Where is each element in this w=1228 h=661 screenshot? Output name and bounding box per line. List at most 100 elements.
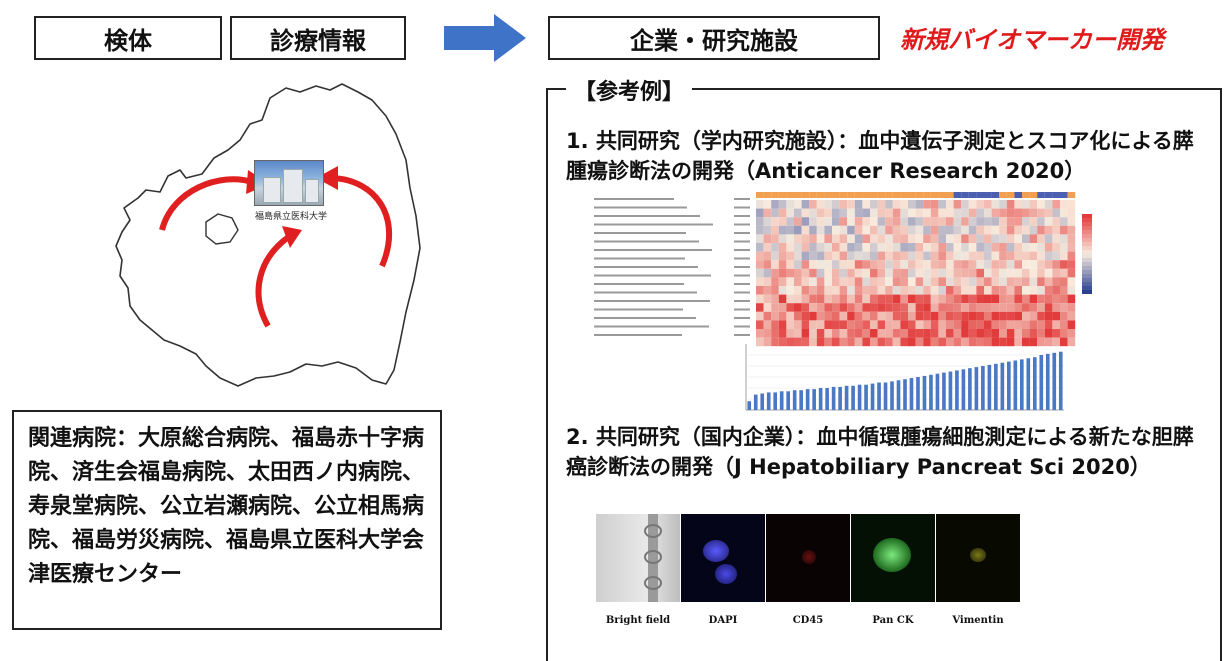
heatmap-cell: [832, 320, 840, 329]
heatmap-cell: [1037, 251, 1045, 261]
heatmap-cell: [1037, 243, 1045, 252]
heatmap-annotation-cell: [809, 192, 817, 198]
heatmap-annotation-cell: [908, 192, 916, 198]
legend-swatch: [1082, 262, 1092, 266]
heatmap-cell: [809, 225, 817, 235]
score-bar: [844, 385, 849, 410]
heatmap-cell: [854, 303, 863, 312]
accession-label-line: [734, 266, 750, 268]
heatmap-cell: [885, 268, 893, 278]
heatmap-cell: [999, 217, 1007, 226]
score-bar: [909, 378, 914, 410]
heatmap-cell: [756, 303, 764, 312]
heatmap-cell: [885, 320, 893, 329]
heatmap-cell: [824, 243, 832, 252]
cell-label: Pan CK: [872, 615, 914, 626]
heatmap-cell: [961, 260, 969, 269]
heatmap-cell: [938, 286, 946, 295]
heatmap-cell: [862, 251, 870, 261]
heatmap-cell: [930, 311, 939, 321]
heatmap-cell: [1029, 320, 1038, 329]
heatmap-cell: [877, 268, 886, 278]
heatmap-cell: [847, 337, 855, 347]
heatmap-cell: [1052, 277, 1060, 286]
heatmap-cell: [991, 217, 1000, 226]
heatmap-cell: [862, 200, 870, 209]
heatmap-cell: [877, 294, 886, 304]
heatmap-cell: [839, 217, 848, 226]
gene-label-line: [594, 198, 674, 200]
heatmap-cell: [1044, 225, 1053, 235]
heatmap-cell: [1060, 217, 1068, 226]
heatmap-cell: [1052, 234, 1060, 243]
heatmap-cell: [1022, 260, 1030, 269]
heatmap-cell: [991, 337, 1000, 347]
heatmap-cell: [1014, 277, 1022, 286]
heatmap-cell: [930, 320, 939, 329]
heatmap-cell: [923, 260, 931, 269]
heatmap-cell: [862, 208, 870, 218]
heatmap-cell: [961, 303, 969, 312]
heatmap-cell: [953, 311, 962, 321]
heatmap-cell: [923, 277, 931, 286]
heatmap-cell: [946, 268, 954, 278]
score-bar: [929, 374, 933, 410]
heatmap-cell: [756, 243, 764, 252]
gene-label-line: [594, 240, 699, 243]
heatmap-cell: [915, 217, 924, 226]
heatmap-cell: [1067, 200, 1076, 209]
heatmap-cell: [1067, 260, 1076, 269]
heatmap-cell: [756, 311, 764, 321]
heatmap-cell: [1029, 311, 1038, 321]
heatmap-cell: [786, 217, 794, 226]
heatmap-cell: [870, 303, 878, 312]
heatmap-cell: [816, 243, 825, 252]
heatmap-cell: [908, 303, 916, 312]
heatmap-cell: [801, 234, 810, 243]
heatmap-cell: [908, 294, 916, 304]
heatmap-cell: [1006, 243, 1015, 252]
heatmap-cell: [991, 286, 1000, 295]
heatmap-cell: [870, 294, 878, 304]
heatmap-cell: [999, 200, 1007, 209]
heatmap-cell: [854, 234, 863, 243]
heatmap-cell: [1052, 286, 1060, 295]
heatmap-cell: [1037, 200, 1045, 209]
heatmap-annotation-cell: [999, 192, 1007, 198]
heatmap-cell: [1029, 200, 1038, 209]
heatmap-annotation-cell: [1052, 192, 1060, 198]
score-bar: [994, 363, 998, 410]
heatmap-cell: [1044, 286, 1053, 295]
heatmap-cell: [1052, 303, 1060, 312]
heatmap-cell: [816, 234, 825, 243]
heatmap-cell: [839, 243, 848, 252]
heatmap-cell: [763, 303, 772, 312]
heatmap-cell: [1014, 303, 1022, 312]
right-arrow-icon: [444, 14, 526, 62]
heatmap-cell: [824, 320, 832, 329]
heatmap-cell: [1037, 294, 1045, 304]
heatmap-cell: [991, 277, 1000, 286]
heatmap-cell: [778, 260, 787, 269]
heatmap-annotation-cell: [991, 192, 1000, 198]
heatmap-cell: [938, 260, 946, 269]
heatmap-cell: [1067, 329, 1076, 338]
heatmap-cell: [854, 225, 863, 235]
heatmap-cell: [862, 225, 870, 235]
heatmap-cell: [763, 311, 772, 321]
heatmap-cell: [824, 234, 832, 243]
heatmap-cell: [961, 200, 969, 209]
heatmap-cell: [794, 225, 802, 235]
fukushima-map: [115, 83, 421, 387]
heatmap-cell: [968, 337, 977, 347]
heatmap-cell: [984, 200, 992, 209]
heatmap-cell: [832, 303, 840, 312]
arrow-head-bottom-icon: [282, 226, 302, 248]
heatmap-cell: [991, 260, 1000, 269]
heatmap-cell: [786, 311, 794, 321]
legend-swatch: [1082, 254, 1092, 258]
heatmap-cell: [877, 320, 886, 329]
heatmap-cell: [786, 260, 794, 269]
heatmap-cell: [877, 208, 886, 218]
specimen-box: 検体: [34, 16, 222, 60]
